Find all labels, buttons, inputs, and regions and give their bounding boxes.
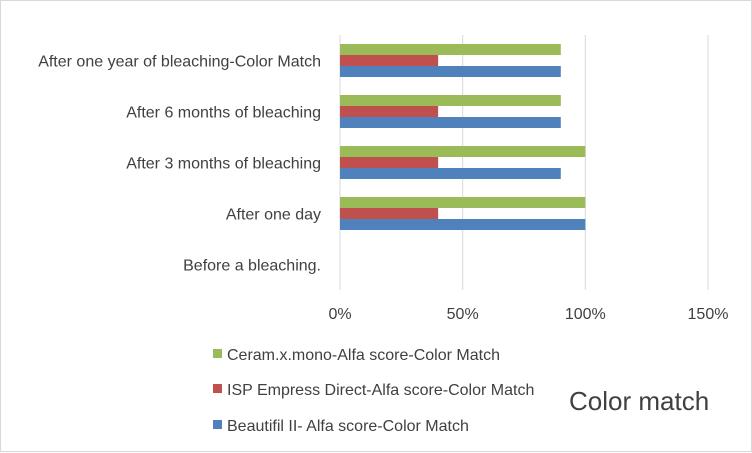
bar [340, 146, 586, 157]
category-label: After 3 months of bleaching [126, 156, 321, 173]
legend-swatch [213, 349, 222, 358]
bar [340, 219, 586, 230]
bar [340, 197, 586, 208]
x-tick-label: 50% [447, 306, 479, 323]
bar [340, 95, 561, 106]
bar [340, 106, 439, 117]
category-label: After 6 months of bleaching [126, 105, 321, 122]
bar [340, 117, 561, 128]
bar [340, 66, 561, 77]
category-label: After one day [226, 207, 321, 224]
category-label: After one year of bleaching-Color Match [38, 54, 321, 71]
bar [340, 157, 439, 168]
bar [340, 168, 561, 179]
legend-label: ISP Empress Direct-Alfa score-Color Matc… [227, 382, 534, 399]
bar [340, 55, 439, 66]
legend-label: Ceram.x.mono-Alfa score-Color Match [227, 347, 500, 364]
legend-swatch [213, 384, 222, 393]
bar [340, 208, 439, 219]
chart-title: Color match [569, 386, 709, 416]
x-tick-label: 100% [565, 306, 606, 323]
bar [340, 44, 561, 55]
legend-swatch [213, 420, 222, 429]
category-label: Before a bleaching. [183, 258, 321, 275]
x-tick-label: 0% [328, 306, 351, 323]
x-tick-label: 150% [688, 306, 729, 323]
legend-label: Beautifil II- Alfa score-Color Match [227, 418, 469, 435]
